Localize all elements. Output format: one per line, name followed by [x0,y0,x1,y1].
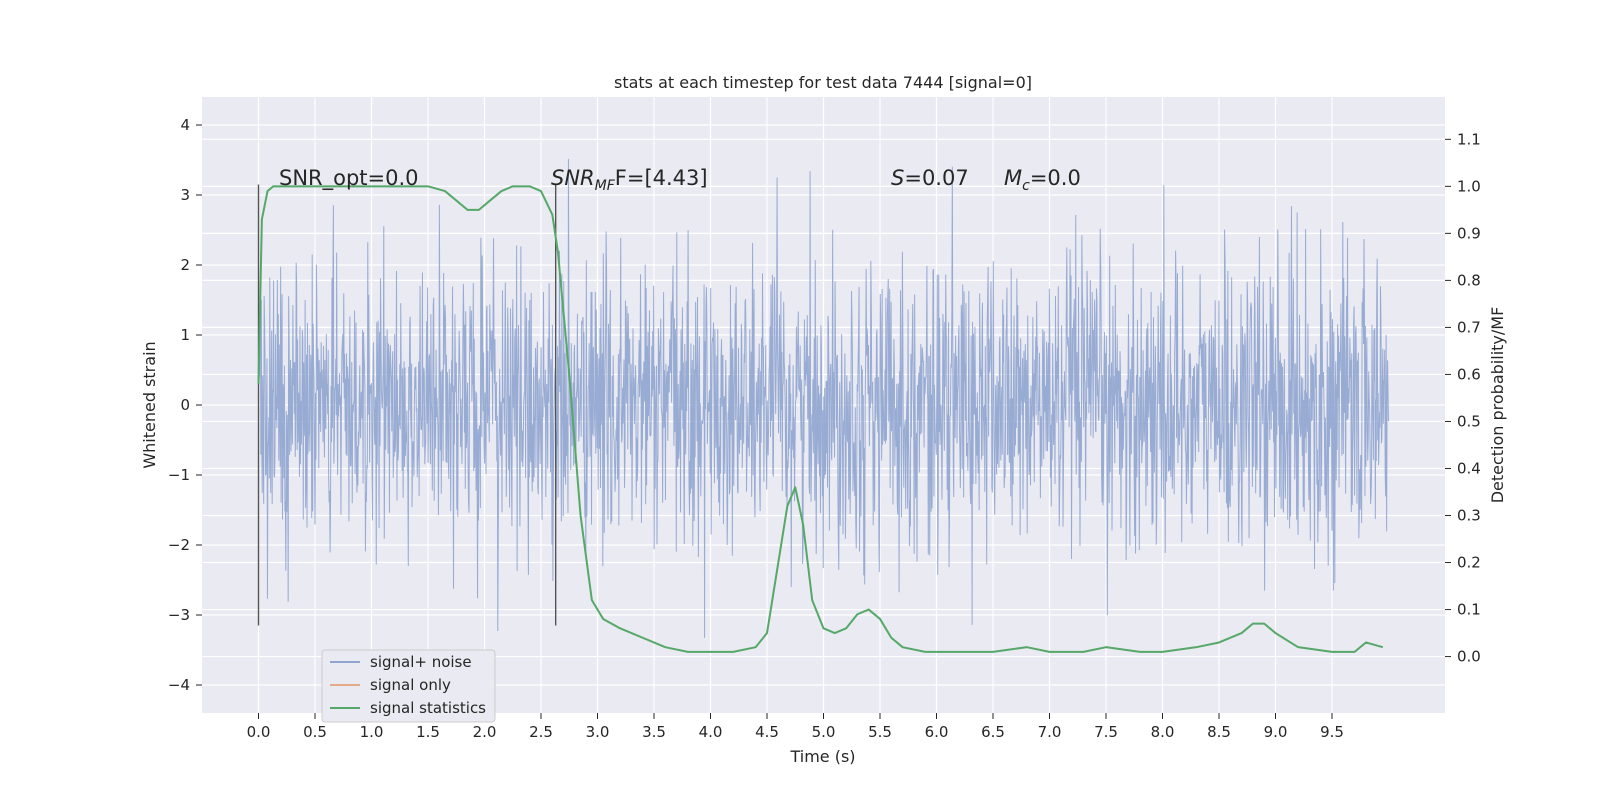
x-tick-label: 0.5 [303,723,327,741]
y-right-tick-label: 0.6 [1457,365,1481,383]
x-tick-label: 1.5 [416,723,440,741]
annotation-snr-mf-value: F=[4.43] [615,166,708,190]
legend-box [321,649,496,723]
annotation-s: S=0.07 [891,166,969,190]
y-right-tick-label: 1.1 [1457,130,1481,148]
x-tick-label: 7.5 [1094,723,1118,741]
y-left-axis-ticks: 4 3 2 1 0 −1 −2 −3 −4 [168,116,202,694]
x-tick-label: 9.5 [1320,723,1344,741]
vertical-markers [257,184,557,626]
series-line-signal-statistics [257,185,1384,653]
y-left-tick-label: 3 [180,186,190,204]
x-tick-label: 3.5 [642,723,666,741]
y-right-tick-label: 0.8 [1457,271,1481,289]
series-signal-noise [258,158,1389,638]
x-tick-label: 2.5 [529,723,553,741]
x-tick-label: 4.0 [699,723,723,741]
x-tick-label: 4.5 [755,723,779,741]
y-left-tick-label: −4 [168,676,190,694]
y-right-tick-label: 1.0 [1457,177,1481,195]
y-left-axis-label: Whitened strain [140,341,159,468]
annotation-mc-label: M [1004,166,1022,190]
x-axis-label: Time (s) [789,747,855,766]
annotation-s-label: S [891,166,904,190]
series-line-signal-noise [258,158,1389,638]
x-tick-label: 9.0 [1264,723,1288,741]
y-left-tick-label: 1 [180,326,190,344]
annotation-mc-sub: c [1022,178,1030,194]
annotation-snr-mf-label: SNR [551,166,595,190]
legend-label-signal-noise: signal+ noise [370,653,472,671]
y-right-tick-label: 0.5 [1457,412,1481,430]
annotation-mc: Mc=0.0 [1004,166,1081,194]
annotation-snr-mf-sub: MF [595,178,616,194]
y-left-tick-label: −3 [168,606,190,624]
x-axis-ticks: 0.0 0.5 1.0 1.5 2.0 2.5 3.0 3.5 4.0 4.5 5.0 5.5 6.0 6… [247,713,1344,741]
x-tick-label: 5.0 [812,723,836,741]
y-right-tick-label: 0.2 [1457,554,1481,572]
annotation-snr-opt: SNR_opt=0.0 [279,166,419,191]
x-tick-label: 8.0 [1151,723,1175,741]
x-tick-label: 8.5 [1207,723,1231,741]
y-left-tick-label: −1 [168,466,190,484]
y-left-tick-label: 4 [180,116,190,134]
series-signal-statistics [257,185,1384,653]
y-right-tick-label: 0.0 [1457,648,1481,666]
x-tick-label: 7.0 [1038,723,1062,741]
y-right-tick-label: 0.4 [1457,459,1481,477]
x-tick-label: 2.0 [473,723,497,741]
y-left-tick-label: 0 [180,396,190,414]
x-tick-label: 1.0 [360,723,384,741]
chart-title: stats at each timestep for test data 744… [614,73,1032,92]
legend: signal+ noise signal only signal statist… [321,649,496,723]
x-tick-label: 6.0 [925,723,949,741]
annotation-mc-value: =0.0 [1030,166,1081,190]
y-right-tick-label: 0.9 [1457,224,1481,242]
y-left-tick-label: 2 [180,256,190,274]
x-tick-label: 3.0 [586,723,610,741]
y-right-tick-label: 0.3 [1457,507,1481,525]
y-right-tick-label: 0.1 [1457,601,1481,619]
x-tick-label: 0.0 [247,723,271,741]
annotation-snr-mf: SNRMFF=[4.43] [551,166,708,194]
x-tick-label: 6.5 [981,723,1005,741]
y-right-axis-label: Detection probability/MF [1488,307,1507,504]
y-right-axis-ticks: 1.1 1.0 0.9 0.8 0.7 0.6 0.5 0.4 0.3 0.2 0.1 0.0 [1445,130,1481,666]
annotation-s-value: =0.07 [904,166,968,190]
legend-label-signal-statistics: signal statistics [370,699,486,717]
y-left-tick-label: −2 [168,536,190,554]
x-tick-label: 5.5 [868,723,892,741]
y-right-tick-label: 0.7 [1457,318,1481,336]
legend-label-signal-only: signal only [370,676,451,694]
